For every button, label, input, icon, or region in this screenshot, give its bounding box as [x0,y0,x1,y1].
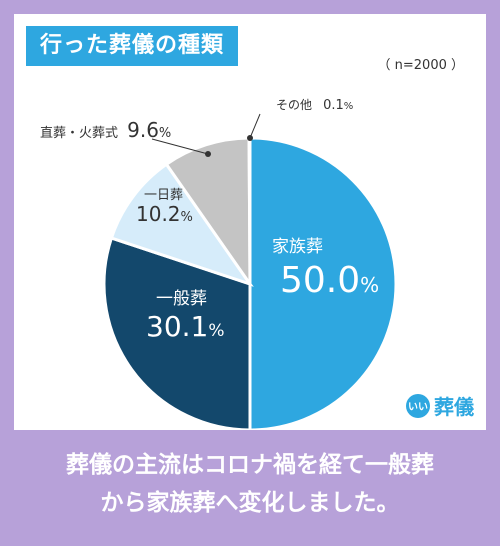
name-other: その他 [276,98,313,112]
value-kazokuso: 50.0 [280,260,361,301]
label-ichinichiso-name: 一日葬 [144,188,184,203]
caption: 葬儀の主流はコロナ禍を経て一般葬 から家族葬へ変化しました。 [0,446,500,522]
chart-card: 行った葬儀の種類 （ n=2000 ） 家族葬 50.0% 一般葬 30.1% … [14,14,486,430]
label-kazokuso-name: 家族葬 [272,237,323,257]
leader-other-dot [247,135,253,141]
unit-kazokuso: % [360,273,380,297]
label-chokuso: 直葬・火葬式 9.6% [40,118,171,142]
name-chokuso: 直葬・火葬式 [40,126,119,141]
unit-ichinichiso: % [180,210,193,225]
slice-kazokuso [248,136,398,430]
unit-chokuso: % [158,126,172,141]
label-ippanso-name: 一般葬 [156,289,207,309]
unit-other: % [343,101,354,112]
slice-ippanso [102,236,252,430]
leader-other [249,113,261,139]
chart-title: 行った葬儀の種類 [26,26,239,66]
unit-ippanso: % [208,321,225,341]
brand-text: 葬儀 [434,395,474,419]
caption-line-2: から家族葬へ変化しました。 [100,490,400,516]
value-ippanso: 30.1 [146,310,209,343]
brand-logo: いい 葬儀 [406,391,474,420]
label-ichinichiso-value: 10.2% [136,202,193,226]
slice-ichinichiso [109,162,254,287]
slice-other [247,136,252,285]
brand-circle: いい [406,393,430,418]
label-ippanso-value: 30.1% [146,310,225,343]
label-other: その他 0.1% [276,94,353,113]
value-ichinichiso: 10.2 [136,202,181,226]
label-kazokuso-value: 50.0% [280,260,379,301]
leader-chokuso-dot [205,151,211,157]
caption-line-1: 葬儀の主流はコロナ禍を経て一般葬 [66,452,434,478]
leader-chokuso [151,138,209,155]
value-other: 0.1 [323,98,344,113]
sample-size: （ n=2000 ） [377,58,464,73]
pie-chart [102,113,398,430]
value-chokuso: 9.6 [127,118,159,142]
